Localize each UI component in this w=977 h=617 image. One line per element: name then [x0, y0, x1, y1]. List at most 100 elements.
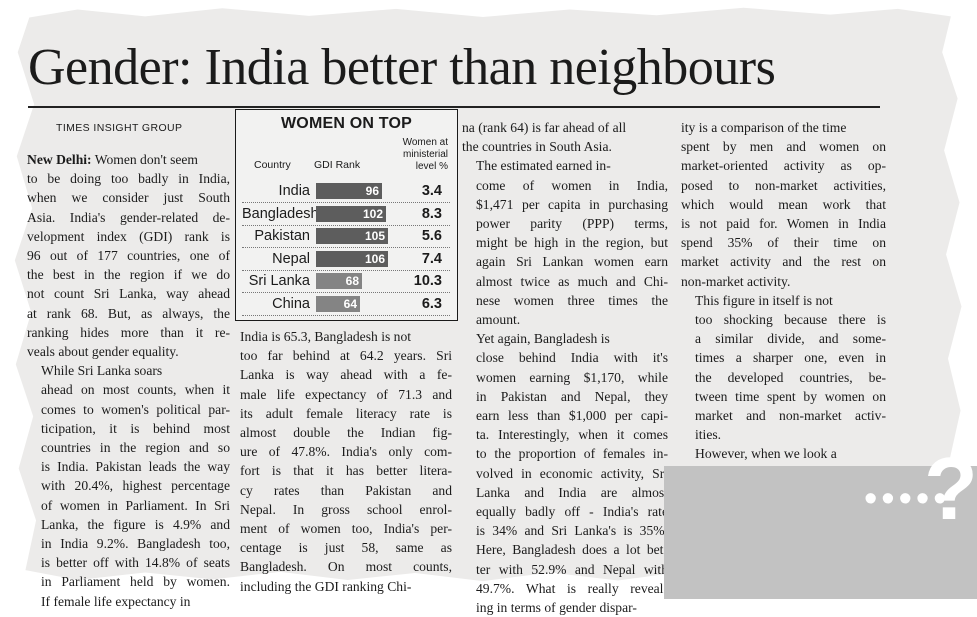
text-line: veals about gender equality. [27, 344, 179, 360]
text-line: India is 65.3, Bangladesh is not [240, 329, 412, 344]
gdi-rank-bar: 64 [316, 295, 360, 312]
gdi-track: 64 [316, 295, 398, 312]
gdi-rank-bar: 106 [316, 250, 388, 267]
text-line: not count Sri Lanka, way ahead [27, 286, 230, 302]
text-line: almost twice as much and Chi- [476, 273, 668, 289]
text-line: in India 9.2%. Bangladesh too, [41, 536, 230, 552]
text-line: nese women three times the [476, 292, 668, 308]
text-line: when we consider just South [27, 190, 230, 206]
headline-rule [28, 106, 880, 108]
text-line: volved in economic activity, Sri [476, 465, 668, 481]
text-line: Lanka is way ahead with a fe- [240, 367, 452, 383]
text-line: Women don't seem [94, 152, 199, 167]
text-line: velopment index (GDI) rank is [27, 228, 230, 244]
text-line: Bangladesh. On most counts, [240, 559, 452, 575]
text-line: ta. Interestingly, when it comes [476, 427, 668, 443]
infographic-row: China 64 6.3 [242, 293, 450, 316]
row-divider [242, 224, 450, 226]
gdi-track: 105 [316, 228, 398, 244]
row-divider [242, 202, 450, 203]
text-line: the countries in South Asia. [462, 139, 612, 155]
text-line: na (rank 64) is far ahead of all [462, 120, 627, 135]
col3-first-lines: na (rank 64) is far ahead of all the coun… [462, 120, 668, 156]
country-name: India [278, 183, 310, 199]
gdi-rank-label: 105 [364, 229, 385, 243]
ministerial-value: 6.3 [421, 295, 442, 312]
text-line: which would mean work that [681, 196, 886, 212]
women-on-top-infographic: WOMEN ON TOP Women at ministerial level … [235, 109, 458, 321]
infographic-title: WOMEN ON TOP [281, 115, 412, 132]
article-column-3: na (rank 64) is far ahead of all the coun… [462, 118, 668, 617]
gdi-track: 96 [316, 183, 398, 199]
text-line: close behind India with it's [476, 350, 668, 366]
row-divider [242, 247, 450, 248]
text-line: equally badly off - India's rate [476, 504, 668, 520]
country-name: Sri Lanka [248, 273, 310, 289]
text-line: fort is that it has better litera- [240, 463, 452, 479]
text-line: is 34% and Sri Lanka's is 35%. [476, 523, 668, 539]
country-name: Bangladesh [242, 205, 319, 222]
text-line: of women in Parliament. In Sri [41, 497, 230, 513]
col1-first-lines: Women don't seem to be doing too badly in… [27, 152, 230, 361]
question-mark-icon: ? [924, 439, 977, 538]
text-line: come of women in India, [476, 177, 668, 193]
text-line: ranking hides more than it re- [27, 324, 230, 340]
article-column-1: New Delhi: Women don't seem to be doing t… [27, 150, 230, 611]
text-line: is India. Pakistan leads the way [41, 459, 230, 475]
text-line: Nepal. In gross school enrol- [240, 501, 452, 517]
infographic-row: Nepal 106 7.4 [242, 248, 450, 271]
text-line: Yet again, Bangladesh is [476, 331, 610, 347]
text-line: ahead on most counts, when it [41, 382, 230, 398]
dateline: New Delhi: [27, 152, 92, 167]
paragraph-8: This figure in itself is not too shocking… [681, 291, 886, 445]
infographic-row: Bangladesh 102 8.3 [242, 203, 450, 226]
text-line: market activity and the rest on [681, 254, 886, 270]
col3-second-lines: The estimated earned in-come of women in… [462, 158, 668, 329]
text-line: is not paid for. Women in India [681, 216, 886, 232]
gdi-track: 106 [316, 250, 398, 267]
paragraph-7: ity is a comparison of the time spent by … [681, 118, 886, 291]
header-country: Country [254, 159, 291, 171]
ministerial-value: 7.4 [421, 250, 442, 267]
text-line: posed to non-market activities, [681, 177, 886, 193]
gdi-track: 102 [316, 205, 398, 222]
text-line: 49.7%. What is really reveal- [476, 580, 668, 596]
country-name: Nepal [272, 250, 310, 267]
text-line: is better off with 14.8% of seats [41, 555, 230, 571]
text-line: times a sharper one, even in [695, 350, 886, 366]
text-line: ment of women too, India's per- [240, 521, 452, 537]
text-line: too shocking because there is [695, 312, 886, 328]
col2-lines: India is 65.3, Bangladesh is not too far … [240, 329, 452, 596]
text-line: male life expectancy of 71.3 and [240, 386, 452, 402]
row-divider [242, 292, 450, 293]
text-line: centage is just 58, same as [240, 540, 452, 556]
text-line: in Pakistan and Nepal, they [476, 388, 668, 404]
country-name: China [272, 295, 310, 312]
col3-third-lines: Yet again, Bangladesh is close behind Ind… [462, 331, 668, 617]
row-divider [242, 269, 450, 271]
gdi-rank-label: 102 [362, 206, 383, 221]
text-line: to the proportion of females in- [476, 446, 668, 462]
gdi-rank-bar: 102 [316, 205, 386, 222]
byline: TIMES INSIGHT GROUP [56, 122, 183, 134]
text-line: in Parliament held by women. [41, 574, 230, 590]
gdi-track: 68 [316, 273, 398, 289]
text-line: earn less than $1,000 per capi- [476, 408, 668, 424]
text-line: ter with 52.9% and Nepal with [476, 561, 668, 577]
paragraph-5: The estimated earned in-come of women in… [462, 156, 668, 329]
text-line: power parity (PPP) terms, [476, 216, 668, 232]
gdi-rank-label: 68 [345, 274, 359, 288]
gdi-rank-bar: 68 [316, 273, 362, 289]
text-line: Here, Bangladesh does a lot bet- [476, 542, 668, 558]
paragraph-6: Yet again, Bangladesh is close behind Ind… [462, 329, 668, 617]
paragraph-1: New Delhi: Women don't seem to be doing t… [27, 150, 230, 361]
text-line: Lanka and India are almost [476, 484, 668, 500]
text-line: at rank 68. But, as always, the [27, 305, 230, 321]
text-line: the best in the region if we do [27, 267, 230, 283]
text-line: to be doing too badly in India, [27, 171, 230, 187]
text-line: non-market activity. [681, 273, 791, 289]
text-line: spent by men and women on [681, 139, 886, 155]
text-line: $1,471 per capita in purchasing [476, 196, 668, 212]
text-line: countries in the region and so [41, 440, 230, 456]
col4-first-lines: ity is a comparison of the time spent by … [681, 120, 886, 291]
